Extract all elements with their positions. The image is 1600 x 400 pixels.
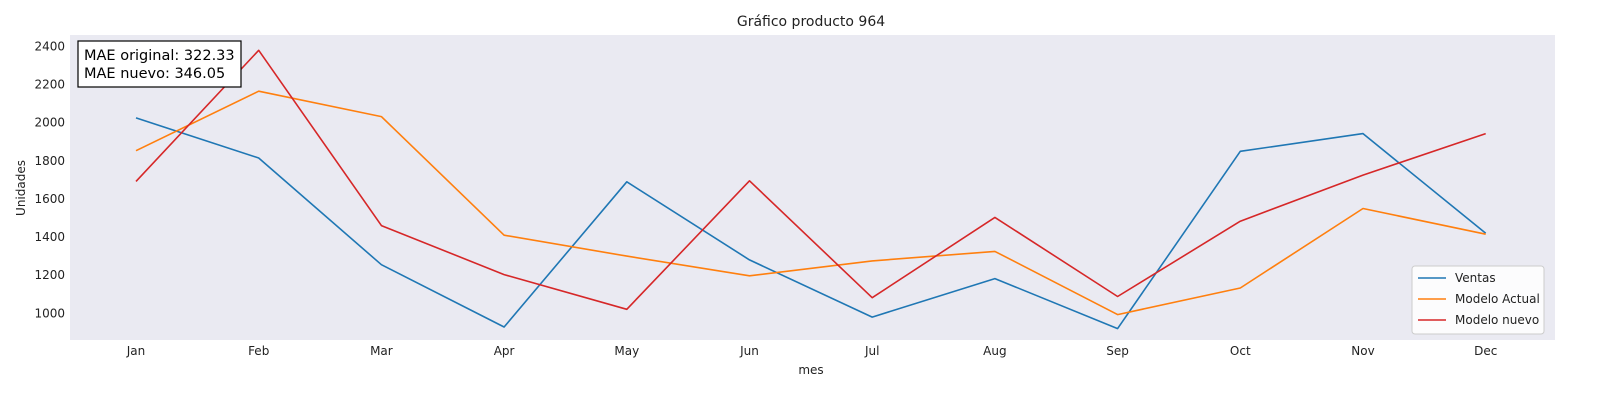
y-tick-label: 2200 bbox=[34, 78, 65, 92]
x-tick-label: Jun bbox=[739, 344, 759, 358]
legend-label: Modelo nuevo bbox=[1455, 313, 1539, 327]
series-layer bbox=[135, 49, 1487, 330]
x-tick-label: Dec bbox=[1474, 344, 1497, 358]
x-tick-label: May bbox=[614, 344, 639, 358]
x-tick-label: Feb bbox=[248, 344, 269, 358]
y-tick-label: 2400 bbox=[34, 39, 65, 53]
x-tick-label: Jan bbox=[126, 344, 146, 358]
legend: Ventas Modelo Actual Modelo nuevo bbox=[1411, 265, 1545, 335]
x-tick-label: Apr bbox=[494, 344, 515, 358]
y-tick-label: 2000 bbox=[34, 116, 65, 130]
y-axis: 1000 1200 1400 1600 1800 2000 2200 2400 bbox=[34, 39, 65, 320]
y-tick-label: 1200 bbox=[34, 268, 65, 282]
series-line-1 bbox=[135, 117, 1487, 330]
y-tick-label: 1000 bbox=[34, 306, 65, 320]
x-tick-label: Aug bbox=[983, 344, 1006, 358]
y-tick-label: 1600 bbox=[34, 192, 65, 206]
y-tick-label: 1400 bbox=[34, 230, 65, 244]
x-tick-label: Nov bbox=[1351, 344, 1374, 358]
x-tick-label: Mar bbox=[370, 344, 393, 358]
x-tick-label: Jul bbox=[864, 344, 879, 358]
series-line-3 bbox=[135, 49, 1486, 311]
mae-annotation-box: MAE original: 322.33 MAE nuevo: 346.05 bbox=[77, 40, 242, 88]
chart-title: Gráfico producto 964 bbox=[737, 14, 885, 30]
legend-label: Modelo Actual bbox=[1455, 292, 1540, 306]
x-tick-label: Oct bbox=[1230, 344, 1251, 358]
legend-label: Ventas bbox=[1455, 271, 1496, 285]
mae-new-text: MAE nuevo: 346.05 bbox=[84, 66, 225, 82]
x-tick-label: Sep bbox=[1106, 344, 1129, 358]
y-axis-label: Unidades bbox=[14, 160, 28, 216]
y-tick-label: 1800 bbox=[34, 154, 65, 168]
x-axis: Jan Feb Mar Apr May Jun Jul Aug Sep Oct Nov Dec bbox=[126, 344, 1498, 358]
x-axis-label: mes bbox=[798, 363, 823, 377]
series-line-2 bbox=[135, 90, 1486, 316]
mae-original-text: MAE original: 322.33 bbox=[84, 48, 235, 64]
